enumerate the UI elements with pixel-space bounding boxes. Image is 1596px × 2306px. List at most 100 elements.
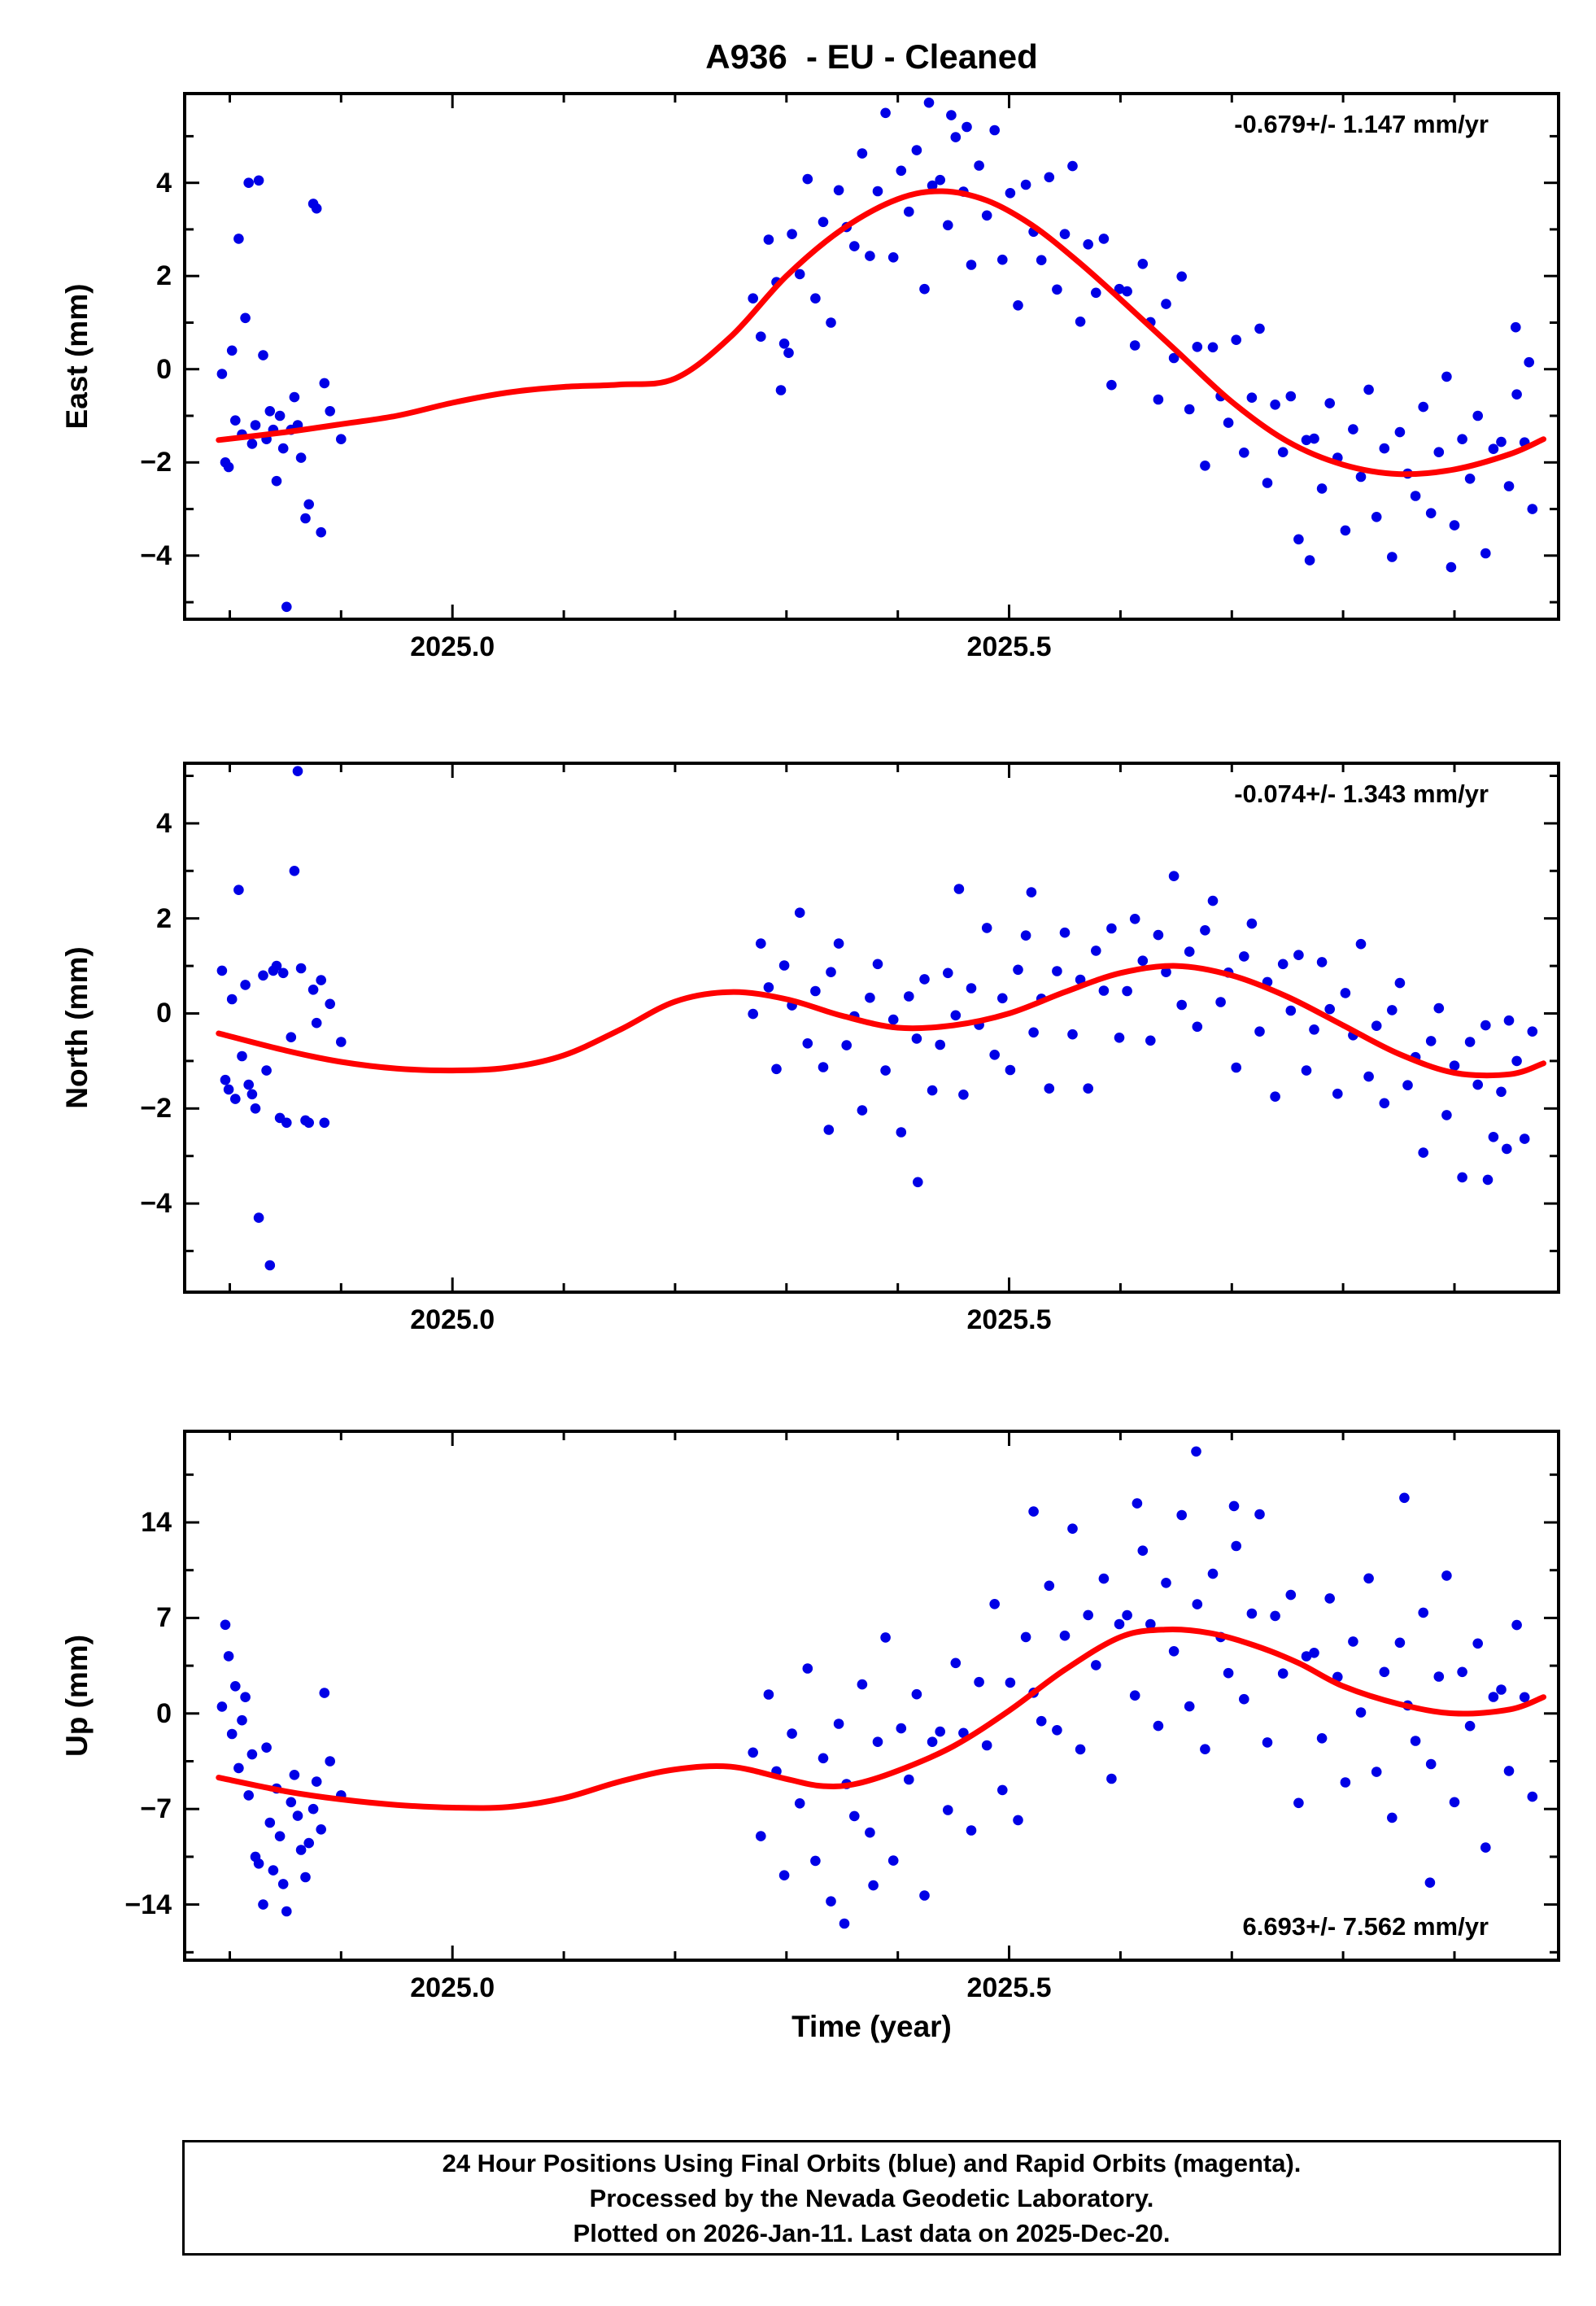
data-point xyxy=(1441,371,1452,382)
data-point xyxy=(1106,1773,1117,1784)
x-tick-label: 2025.5 xyxy=(966,1304,1052,1335)
data-point xyxy=(1129,914,1140,924)
data-point xyxy=(286,1797,297,1808)
data-point xyxy=(1106,923,1117,934)
data-point xyxy=(1418,401,1428,413)
data-point xyxy=(802,1663,813,1674)
data-point xyxy=(981,210,992,221)
data-point xyxy=(763,982,774,993)
y-tick-label: −4 xyxy=(140,539,172,571)
data-point xyxy=(1145,1618,1156,1630)
y-tick-label: 0 xyxy=(156,353,172,385)
data-point xyxy=(904,206,914,217)
data-point xyxy=(1200,925,1210,936)
data-point xyxy=(1114,1618,1125,1630)
data-point xyxy=(1418,1607,1428,1618)
data-point xyxy=(1067,160,1078,172)
data-point xyxy=(1129,340,1140,351)
data-point xyxy=(1527,504,1538,514)
data-point xyxy=(300,1871,311,1883)
data-point xyxy=(1122,985,1132,997)
data-point xyxy=(1472,1079,1483,1090)
data-point xyxy=(277,1879,289,1889)
data-point xyxy=(1114,283,1125,295)
data-point xyxy=(1418,1147,1428,1158)
scatter-points xyxy=(216,97,1538,613)
data-point xyxy=(927,1085,938,1096)
data-point xyxy=(1223,1667,1234,1679)
data-point xyxy=(1013,964,1023,976)
data-point xyxy=(748,1008,758,1020)
scatter-points xyxy=(216,1446,1538,1929)
data-point xyxy=(1379,1098,1390,1109)
data-point xyxy=(748,1747,758,1758)
data-point xyxy=(230,1094,241,1104)
data-point xyxy=(1059,229,1071,239)
data-point xyxy=(1106,379,1117,391)
data-point xyxy=(1067,1029,1078,1040)
data-point xyxy=(220,1074,231,1085)
data-point xyxy=(919,1890,930,1901)
data-point xyxy=(1231,1540,1241,1552)
data-point xyxy=(946,110,957,120)
data-point xyxy=(826,967,836,977)
y-tick-label: 2 xyxy=(156,902,172,934)
data-point xyxy=(1464,474,1476,484)
data-point xyxy=(810,293,821,304)
data-point xyxy=(1285,1589,1297,1601)
data-point xyxy=(1379,443,1390,454)
data-point xyxy=(223,1084,234,1095)
data-point xyxy=(865,1827,875,1838)
data-point xyxy=(1020,1631,1031,1643)
scatter-points xyxy=(216,766,1538,1271)
data-point xyxy=(1433,1671,1445,1682)
data-point xyxy=(1036,255,1047,265)
data-point xyxy=(802,173,813,185)
data-point xyxy=(823,1125,835,1135)
data-point xyxy=(826,317,836,328)
data-point xyxy=(319,1117,330,1129)
data-point xyxy=(1371,1767,1382,1777)
data-point xyxy=(1316,483,1328,494)
data-point xyxy=(295,963,307,974)
data-point xyxy=(810,985,821,997)
data-point xyxy=(1519,1692,1530,1703)
data-point xyxy=(1503,1015,1515,1026)
data-point xyxy=(1410,1736,1421,1746)
data-point xyxy=(1472,1638,1483,1649)
data-point xyxy=(233,884,244,895)
north-plot xyxy=(183,762,1560,1294)
data-point xyxy=(325,406,335,417)
data-point xyxy=(1293,950,1304,960)
data-point xyxy=(748,293,758,304)
data-point xyxy=(253,1858,264,1869)
data-point xyxy=(778,338,790,349)
data-point xyxy=(1153,394,1164,405)
data-point xyxy=(1270,1610,1280,1622)
data-point xyxy=(226,994,238,1005)
data-point xyxy=(1524,356,1534,368)
data-point xyxy=(1044,172,1055,183)
data-point xyxy=(1223,417,1234,428)
y-tick-label: 2 xyxy=(156,260,172,292)
data-point xyxy=(216,1701,228,1712)
data-point xyxy=(1239,951,1249,962)
data-point xyxy=(281,1117,292,1129)
data-point xyxy=(1192,1599,1203,1609)
data-point xyxy=(1254,323,1265,334)
y-tick-label: −7 xyxy=(140,1793,172,1825)
data-point xyxy=(868,1880,879,1891)
data-point xyxy=(289,391,300,403)
data-point xyxy=(1480,1020,1491,1031)
data-point xyxy=(887,252,899,263)
data-point xyxy=(1348,1636,1358,1647)
data-point xyxy=(896,165,907,177)
y-tick-label: 14 xyxy=(141,1507,172,1539)
data-point xyxy=(904,991,914,1002)
data-point xyxy=(974,160,984,171)
data-point xyxy=(950,1010,962,1021)
data-point xyxy=(1184,946,1195,957)
data-point xyxy=(981,923,992,933)
data-point xyxy=(1005,1064,1016,1076)
data-point xyxy=(771,1063,782,1075)
